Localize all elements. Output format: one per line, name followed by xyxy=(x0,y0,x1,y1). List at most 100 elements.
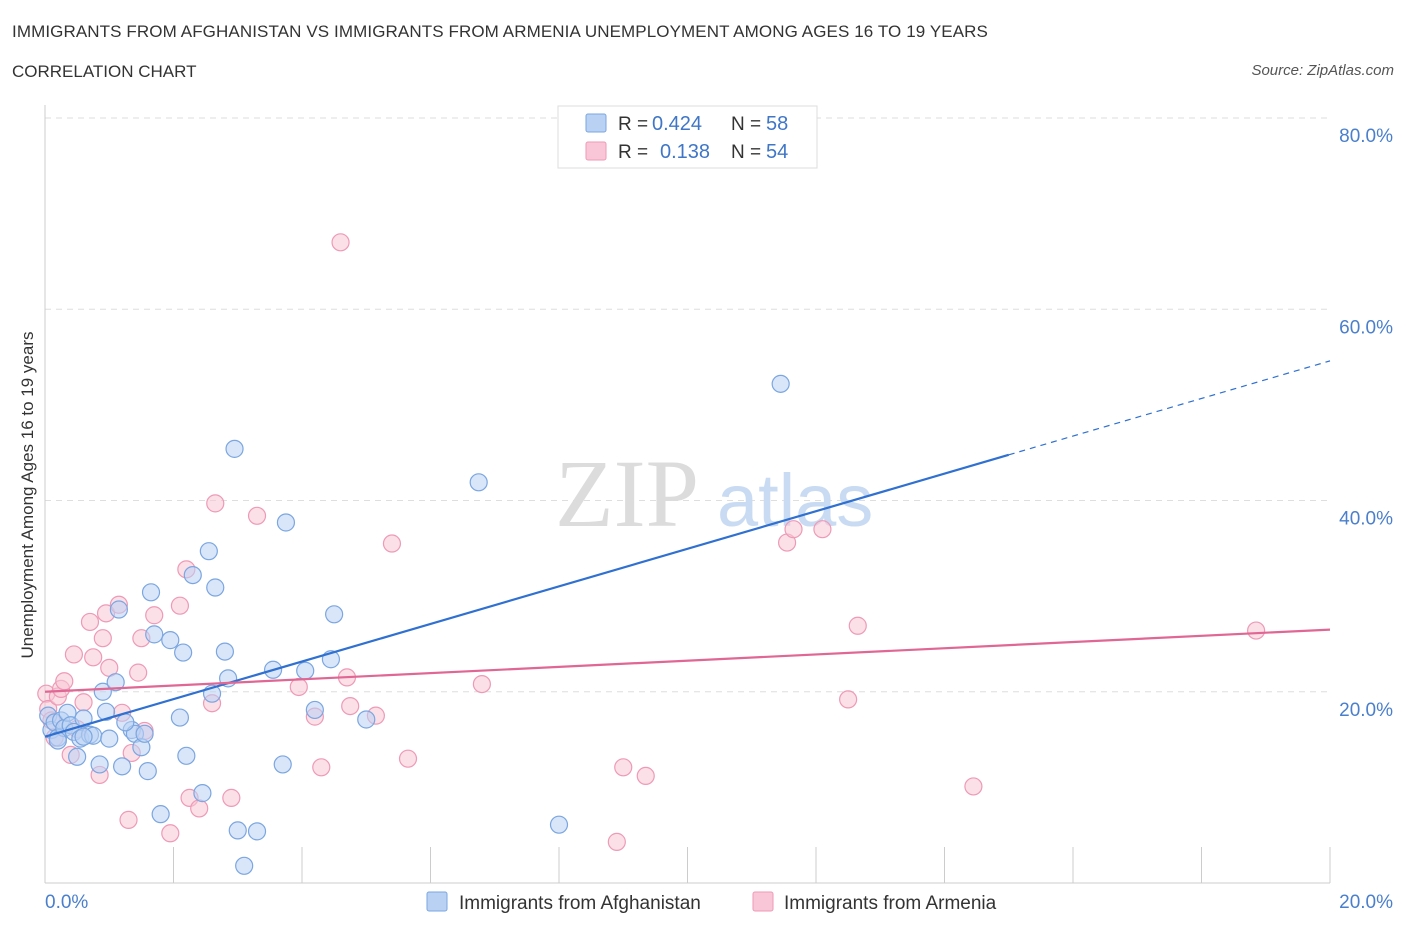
afghanistan-point xyxy=(183,565,202,585)
x-tick-label-max: 20.0% xyxy=(1339,892,1393,913)
armenia-point xyxy=(472,674,491,694)
armenia-point xyxy=(398,749,418,768)
armenia-point xyxy=(331,233,350,252)
armenia-point xyxy=(341,696,360,716)
legend-swatch-afghanistan xyxy=(585,113,607,133)
trend-lines xyxy=(44,360,1331,738)
afghanistan-point xyxy=(170,708,190,727)
armenia-point xyxy=(839,690,858,709)
y-tick-label: 80.0% xyxy=(1339,126,1393,147)
armenia-point xyxy=(289,677,308,697)
armenia-point xyxy=(964,777,983,796)
y-axis-label: Unemployment Among Ages 16 to 19 years xyxy=(18,332,37,659)
armenia-point xyxy=(206,494,225,513)
afghanistan-point xyxy=(141,583,161,602)
trend-line-afghanistan-extension xyxy=(1008,360,1331,456)
afghanistan-point xyxy=(276,513,296,532)
armenia-point xyxy=(784,520,803,539)
legend-n-label-2: N = xyxy=(731,142,761,163)
afghanistan-point xyxy=(93,682,112,701)
afghanistan-point xyxy=(174,643,193,662)
armenia-point xyxy=(247,506,267,525)
y-tick-label: 40.0% xyxy=(1339,509,1393,530)
armenia-point xyxy=(74,693,93,712)
y-tick-labels: 20.0% 40.0% 60.0% 80.0% xyxy=(1339,126,1393,721)
armenia-point xyxy=(84,648,103,667)
armenia-point xyxy=(813,520,832,539)
bottom-legend-label-afghanistan: Immigrants from Afghanistan xyxy=(459,893,701,914)
armenia-point xyxy=(64,645,84,664)
afghanistan-point xyxy=(199,542,218,561)
legend-n-label-1: N = xyxy=(731,114,761,135)
afghanistan-point xyxy=(68,747,87,766)
bottom-legend-label-armenia: Immigrants from Armenia xyxy=(784,893,997,914)
armenia-point xyxy=(119,810,138,829)
armenia-point xyxy=(607,832,626,851)
afghanistan-point xyxy=(138,762,157,781)
afghanistan-point xyxy=(325,605,344,624)
correlation-legend: R = 0.424 N = 58 R = 0.138 N = 54 xyxy=(557,105,818,169)
armenia-point xyxy=(93,629,112,648)
legend-r-value-afghanistan: 0.424 xyxy=(652,113,702,135)
afghanistan-point xyxy=(135,724,154,743)
afghanistan-point xyxy=(145,625,164,644)
trend-line-afghanistan xyxy=(44,453,1010,738)
afghanistan-point xyxy=(296,661,315,680)
armenia-point xyxy=(636,766,655,786)
y-tick-label: 60.0% xyxy=(1339,317,1393,338)
legend-r-label-2: R = xyxy=(618,142,648,163)
armenia-point xyxy=(129,663,148,682)
afghanistan-point xyxy=(177,746,196,765)
afghanistan-point xyxy=(109,600,128,619)
afghanistan-point xyxy=(161,631,180,650)
watermark-zip: ZIP xyxy=(555,440,699,547)
x-axis-ticks xyxy=(44,847,1331,883)
afghanistan-point xyxy=(305,700,324,720)
bottom-legend-swatch-armenia xyxy=(752,891,774,912)
afghanistan-point xyxy=(112,757,132,776)
afghanistan-point xyxy=(151,805,170,824)
afghanistan-point xyxy=(74,709,93,728)
armenia-point xyxy=(170,596,190,615)
afghanistan-point xyxy=(235,856,254,875)
afghanistan-point xyxy=(549,815,569,834)
armenia-point xyxy=(848,616,867,635)
y-tick-label: 20.0% xyxy=(1339,700,1393,721)
armenia-point xyxy=(1247,621,1266,640)
afghanistan-point xyxy=(247,822,267,841)
armenia-point xyxy=(80,612,100,632)
chart-subtitle: CORRELATION CHART xyxy=(12,62,197,81)
x-tick-label-min: 0.0% xyxy=(45,892,88,913)
afghanistan-point xyxy=(206,578,225,597)
armenia-point xyxy=(614,758,633,777)
armenia-point xyxy=(161,824,180,843)
afghanistan-point xyxy=(96,702,116,721)
gridlines xyxy=(45,117,1330,693)
afghanistan-point xyxy=(771,374,790,393)
trend-line-armenia xyxy=(44,628,1331,693)
legend-n-value-armenia: 54 xyxy=(766,141,788,163)
afghanistan-point xyxy=(116,713,135,732)
afghanistan-point xyxy=(357,710,376,729)
bottom-legend-swatch-afghanistan xyxy=(426,891,448,912)
afghanistan-point xyxy=(106,673,125,692)
afghanistan-point xyxy=(90,755,109,774)
legend-r-value-armenia: 0.138 xyxy=(660,141,710,163)
afghanistan-point xyxy=(225,439,244,458)
afghanistan-point xyxy=(228,821,247,840)
afghanistan-point xyxy=(273,755,292,774)
armenia-point xyxy=(382,534,402,553)
armenia-point xyxy=(190,799,209,818)
afghanistan-point xyxy=(193,784,212,803)
chart-title: IMMIGRANTS FROM AFGHANISTAN VS IMMIGRANT… xyxy=(12,22,988,41)
armenia-points xyxy=(37,233,1266,851)
afghanistan-points xyxy=(39,374,790,875)
afghanistan-point xyxy=(100,729,119,748)
armenia-point xyxy=(312,758,331,777)
afghanistan-point xyxy=(469,473,488,492)
series-legend: Immigrants from Afghanistan Immigrants f… xyxy=(426,891,997,914)
afghanistan-point xyxy=(74,727,93,746)
legend-swatch-armenia xyxy=(585,141,607,161)
source-credit: Source: ZipAtlas.com xyxy=(1251,62,1394,79)
